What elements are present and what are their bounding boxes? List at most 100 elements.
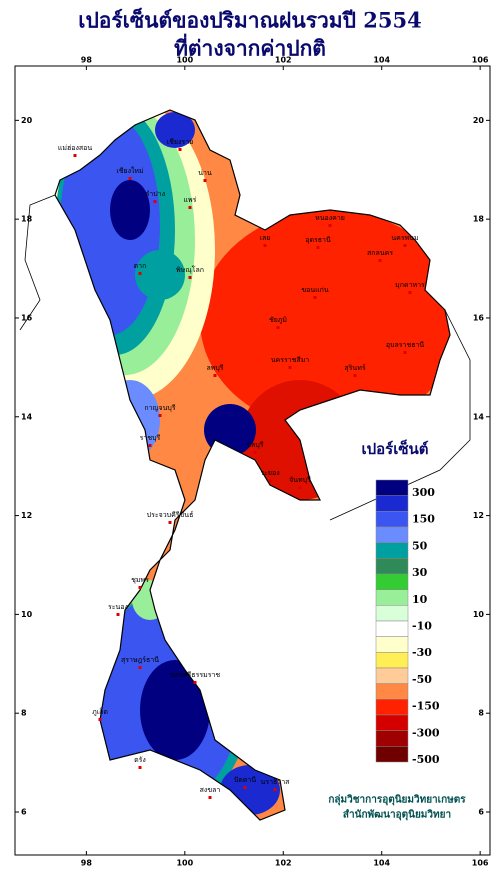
x-tick-label: 106: [472, 56, 489, 65]
place-marker: [408, 291, 412, 294]
place-label: ชัยภูมิ: [269, 316, 287, 324]
legend-label: -30: [412, 646, 432, 659]
y-tick-label: 12: [473, 511, 484, 520]
place-marker: [193, 681, 197, 684]
place-marker: [203, 179, 207, 182]
legend-swatch: [375, 479, 409, 496]
place-marker: [168, 521, 172, 524]
place-marker: [298, 486, 302, 489]
credit: สำนักพัฒนาอุตุนิยมวิทยา: [343, 809, 451, 821]
legend-swatch: [375, 605, 409, 622]
place-marker: [158, 414, 162, 417]
legend-swatch: [375, 589, 409, 606]
place-marker: [208, 796, 212, 799]
place-label: พิษณุโลก: [176, 265, 204, 274]
place-marker: [73, 154, 77, 157]
legend-label: -150: [412, 700, 440, 713]
place-marker: [253, 451, 257, 454]
legend-swatch: [375, 620, 409, 637]
place-label: ขอนแก่น: [301, 286, 329, 294]
legend-label: 10: [412, 593, 428, 606]
legend-swatch: [375, 573, 409, 590]
place-marker: [313, 296, 317, 299]
x-tick-label: 104: [373, 859, 390, 868]
x-tick-label: 98: [81, 859, 93, 868]
place-label: ระยอง: [260, 469, 279, 477]
place-label: กาญจนบุรี: [144, 404, 175, 412]
legend-swatch: [375, 652, 409, 669]
place-marker: [353, 374, 357, 377]
y-tick-label: 16: [473, 313, 485, 322]
legend-swatch: [375, 542, 409, 559]
legend-swatch: [375, 730, 409, 747]
legend-label: -300: [412, 726, 440, 739]
y-tick-label: 12: [21, 511, 32, 520]
place-label: นครพนม: [391, 234, 418, 242]
legend-swatch: [375, 699, 409, 716]
y-tick-label: 14: [473, 412, 485, 421]
place-label: สกลนคร: [367, 249, 393, 257]
place-label: นครราชสีมา: [271, 356, 310, 364]
legend-label: -10: [412, 620, 432, 633]
border: [19, 194, 56, 331]
y-tick-label: 20: [21, 116, 33, 125]
place-marker: [128, 177, 132, 180]
legend-label: 150: [412, 513, 435, 526]
x-tick-label: 100: [176, 859, 193, 868]
place-marker: [98, 718, 102, 721]
place-label: จันทบุรี: [289, 476, 311, 484]
legend-label: -500: [412, 753, 440, 766]
x-tick-label: 98: [81, 56, 93, 65]
legend-swatch: [375, 746, 409, 763]
legend-swatch: [375, 511, 409, 528]
place-marker: [288, 366, 292, 369]
place-label: นครศรีธรรมราช: [170, 671, 221, 679]
y-tick-label: 18: [21, 215, 33, 224]
y-tick-label: 10: [21, 610, 33, 619]
place-marker: [243, 786, 247, 789]
place-label: แพร่: [184, 196, 197, 204]
x-tick-label: 106: [472, 859, 489, 868]
place-label: ตาก: [134, 262, 147, 270]
y-tick-label: 8: [21, 709, 27, 718]
place-label: ราชบุรี: [140, 434, 161, 442]
y-tick-label: 6: [21, 808, 27, 817]
place-label: ตรัง: [134, 756, 146, 764]
place-marker: [213, 374, 217, 377]
y-tick-label: 14: [21, 412, 33, 421]
place-marker: [276, 326, 280, 329]
place-marker: [116, 613, 120, 616]
place-label: อุบลราชธานี: [386, 341, 425, 349]
place-marker: [138, 272, 142, 275]
place-marker: [328, 224, 332, 227]
place-label: นราธิวาส: [261, 778, 291, 786]
legend-label: -50: [412, 673, 432, 686]
place-label: ลพบุรี: [206, 364, 223, 372]
x-tick-label: 102: [275, 56, 292, 65]
legend-swatch: [375, 558, 409, 575]
place-label: หนองคาย: [315, 214, 345, 222]
y-tick-label: 10: [473, 610, 485, 619]
place-label: ชลบุรี: [246, 441, 263, 449]
place-label: ระนอง: [108, 603, 128, 611]
y-tick-label: 18: [473, 215, 485, 224]
legend: เปอร์เซ็นต์ 300 150 50 30 10 -10 -30 -50 -150 -30…: [361, 439, 439, 766]
legend-label: 30: [412, 566, 428, 579]
legend-title: เปอร์เซ็นต์: [361, 439, 428, 458]
legend-swatch: [375, 495, 409, 512]
place-label: ภูเก็ต: [92, 707, 108, 716]
legend-label: 300: [412, 486, 435, 499]
legend-swatch: [375, 526, 409, 543]
legend-swatch: [375, 667, 409, 684]
y-tick-label: 8: [478, 709, 484, 718]
place-marker: [138, 766, 142, 769]
place-label: อุดรธานี: [305, 236, 331, 244]
place-label: น่าน: [198, 169, 212, 177]
place-label: สุราษฎร์ธานี: [121, 656, 159, 664]
place-label: ประจวบคีรีขันธ์: [147, 511, 194, 519]
place-label: เชียงราย: [167, 138, 193, 146]
legend-swatch: [375, 636, 409, 653]
place-label: เชียงใหม่: [116, 166, 143, 175]
